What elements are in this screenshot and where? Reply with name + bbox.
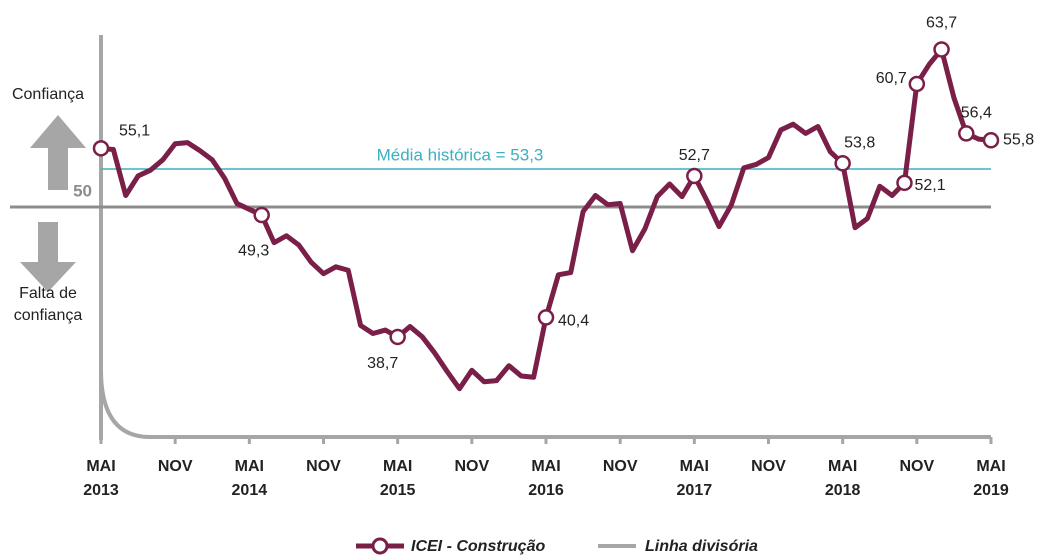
data-marker <box>896 174 913 192</box>
x-tick-label: NOV <box>602 458 638 475</box>
x-tick-label: NOV <box>157 458 193 475</box>
data-label: 55,8 <box>1003 132 1034 149</box>
data-label: 49,3 <box>238 242 269 259</box>
data-marker <box>933 41 950 58</box>
series-line <box>100 46 992 392</box>
data-marker <box>253 206 270 224</box>
x-tick-label: MAI 2016 <box>528 458 564 499</box>
bottom-label: Falta de confiança <box>13 285 83 324</box>
data-label: 40,4 <box>558 313 589 330</box>
x-tick-label: MAI 2013 <box>83 458 119 499</box>
data-marker <box>958 125 975 142</box>
x-tick-label: MAI 2014 <box>231 458 268 499</box>
data-marker <box>389 328 406 346</box>
data-label: 56,4 <box>961 105 992 122</box>
data-marker <box>686 167 703 185</box>
x-tick-label: NOV <box>454 458 490 475</box>
data-label: 55,1 <box>119 123 150 140</box>
x-tick-label: NOV <box>751 458 786 475</box>
data-marker <box>537 309 555 326</box>
data-marker <box>92 140 110 157</box>
data-marker <box>982 132 1000 149</box>
legend-label: Linha divisória <box>645 538 758 555</box>
x-axis <box>99 369 991 439</box>
up-arrow <box>30 115 86 190</box>
x-tick-label: MAI 2019 <box>973 458 1009 499</box>
x-tick-label: MAI 2018 <box>824 458 861 499</box>
top-label: Confiança <box>12 86 84 103</box>
x-tick-label: NOV <box>306 458 341 475</box>
data-label: 53,8 <box>844 135 875 152</box>
x-tick-label: MAI 2017 <box>676 458 713 499</box>
data-label: 63,7 <box>926 15 957 32</box>
data-marker <box>908 75 926 93</box>
x-tick-label: NOV <box>899 458 935 475</box>
legend-marker <box>371 537 389 555</box>
down-arrow <box>20 222 76 292</box>
y-tick-label: 50 <box>73 181 92 200</box>
legend-label: ICEI - Construção <box>411 538 545 555</box>
data-label: 52,7 <box>679 147 710 164</box>
x-tick-label: MAI 2015 <box>379 458 416 499</box>
data-label: 38,7 <box>367 355 398 372</box>
data-marker <box>834 155 851 172</box>
mean-label: Média histórica = 53,3 <box>377 146 544 165</box>
data-label: 52,1 <box>914 177 945 194</box>
data-label: 60,7 <box>876 70 907 87</box>
